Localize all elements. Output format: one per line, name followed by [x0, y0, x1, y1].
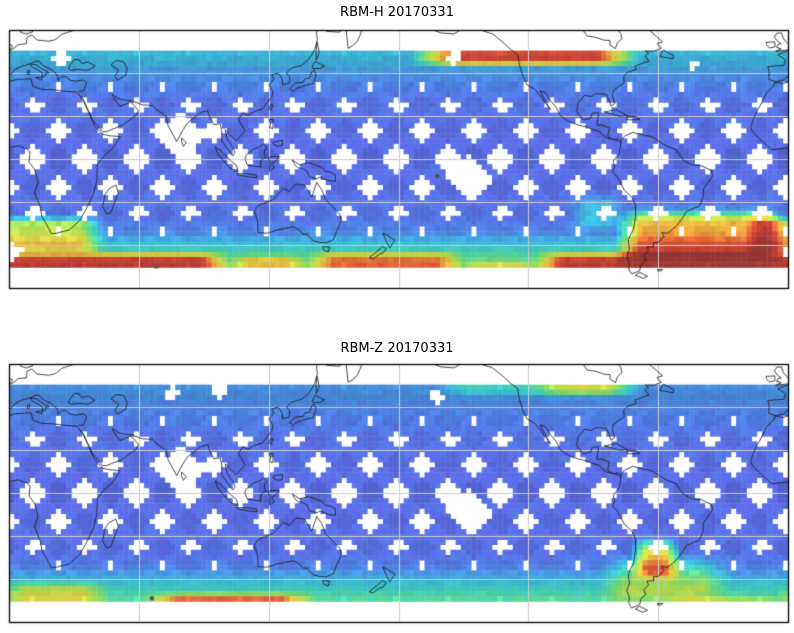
panel-title-rbm-z: RBM-Z 20170331 [340, 341, 454, 356]
panel-title-rbm-h: RBM-H 20170331 [340, 5, 454, 20]
